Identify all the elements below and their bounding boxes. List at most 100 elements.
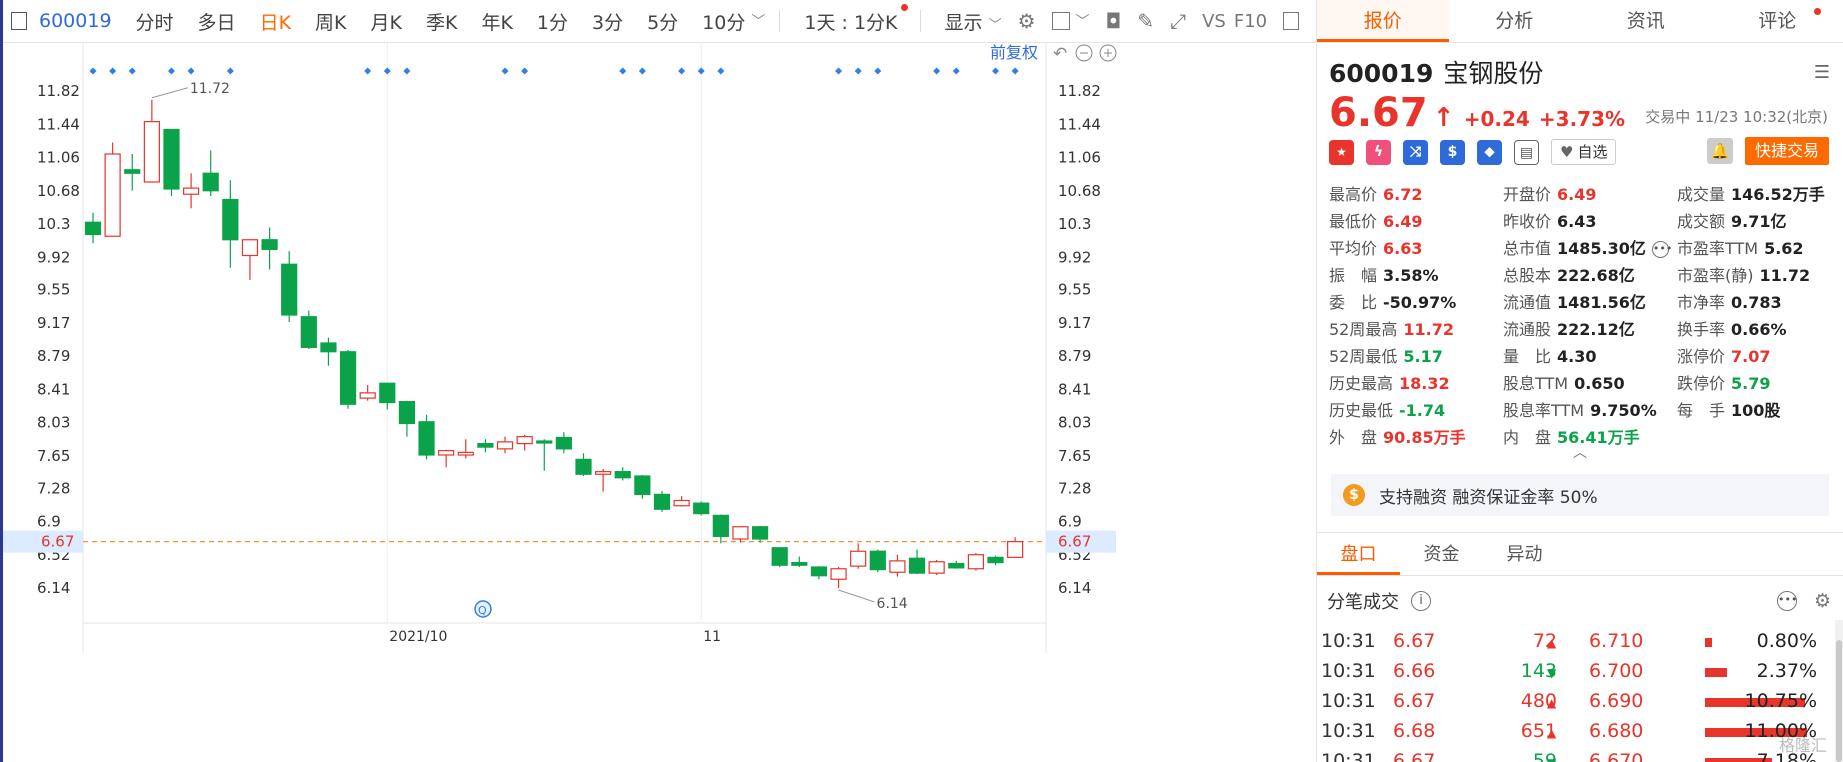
candle-up[interactable] (928, 561, 945, 574)
candle-up[interactable] (595, 471, 612, 475)
candle-down[interactable] (222, 198, 239, 241)
event-marker-diamond[interactable] (167, 67, 175, 75)
gear-icon[interactable]: ⚙ (1017, 9, 1036, 33)
event-marker-diamond[interactable] (89, 67, 97, 75)
candle-down[interactable] (320, 342, 337, 353)
candle-up[interactable] (183, 187, 200, 195)
period-select[interactable]: 1天 : 1分K (804, 3, 908, 35)
tag-icon[interactable]: ⬥ (1477, 139, 1502, 165)
candle-down[interactable] (418, 421, 435, 456)
chevron-up-icon[interactable]: ︿ (1573, 445, 1587, 461)
event-marker-diamond[interactable] (187, 67, 195, 75)
more-icon[interactable]: ••• (1777, 591, 1797, 611)
candle-up[interactable] (732, 526, 749, 540)
event-marker-diamond[interactable] (933, 67, 941, 75)
candle-down[interactable] (339, 351, 357, 405)
panel-toggle-icon[interactable] (1283, 12, 1300, 30)
candle-up[interactable] (438, 450, 455, 456)
candle-up[interactable] (830, 568, 847, 580)
period-tab[interactable]: 周K (315, 11, 347, 34)
candle-down[interactable] (261, 239, 278, 250)
candle-down[interactable] (300, 316, 317, 348)
candle-down[interactable] (202, 172, 219, 192)
quick-trade-button[interactable]: 快捷交易 (1745, 137, 1829, 165)
candle-down[interactable] (477, 443, 494, 448)
candle-down[interactable] (771, 547, 788, 566)
candle-down[interactable] (84, 221, 102, 236)
orderbook-tab[interactable]: 异动 (1506, 544, 1543, 565)
event-marker-diamond[interactable] (501, 67, 509, 75)
dollar-icon[interactable]: $ (1440, 139, 1465, 165)
candle-down[interactable] (555, 436, 572, 450)
event-marker-diamond[interactable] (697, 67, 705, 75)
vs-compare-button[interactable]: VS (1202, 10, 1226, 32)
candle-down[interactable] (987, 556, 1004, 564)
event-marker-diamond[interactable] (619, 67, 627, 75)
china-flag-icon[interactable]: ★ (1329, 139, 1354, 165)
period-tab[interactable]: 年K (481, 11, 513, 34)
period-tab[interactable]: 日K (259, 11, 292, 34)
candle-down[interactable] (379, 382, 396, 404)
orderbook-tab[interactable]: 盘口 (1317, 533, 1400, 575)
event-marker-diamond[interactable] (364, 67, 372, 75)
bell-icon[interactable]: 🔔 (1707, 138, 1733, 164)
camera-icon[interactable]: ◘ (1105, 9, 1122, 33)
layout-square-icon[interactable] (1051, 12, 1070, 30)
chevron-down-icon[interactable]: ﹀ (1075, 14, 1090, 30)
candle-down[interactable] (751, 526, 769, 540)
period-tab[interactable]: 多日 (197, 11, 236, 34)
candle-up[interactable] (143, 121, 160, 183)
pencil-icon[interactable]: ✎ (1137, 9, 1155, 33)
stock-code-label[interactable]: 600019 (39, 10, 112, 32)
event-marker-diamond[interactable] (383, 67, 391, 75)
undo-icon[interactable]: ↶ (1053, 44, 1067, 64)
candle-up[interactable] (673, 499, 690, 507)
zoom-in-icon[interactable] (1099, 44, 1117, 62)
period-tab[interactable]: 10分 (702, 11, 746, 34)
info-icon[interactable]: i (1411, 591, 1431, 611)
candle-down[interactable] (653, 493, 671, 510)
tab-2[interactable]: 资讯 (1580, 0, 1712, 42)
event-marker-diamond[interactable] (835, 67, 843, 75)
event-marker-diamond[interactable] (874, 67, 882, 75)
fullscreen-icon[interactable]: ⤢ (1170, 9, 1187, 33)
orderbook-tab[interactable]: 资金 (1423, 544, 1460, 565)
menu-list-icon[interactable]: ☰ (1813, 62, 1830, 83)
candle-down[interactable] (281, 263, 298, 316)
add-watchlist-button[interactable]: ♥ 自选 (1551, 139, 1617, 165)
candle-up[interactable] (496, 441, 514, 450)
candle-down[interactable] (948, 562, 965, 569)
candle-up[interactable] (241, 239, 259, 257)
candle-down[interactable] (634, 475, 651, 495)
lightning-icon[interactable]: ϟ (1366, 139, 1391, 165)
event-q-icon[interactable] (474, 600, 492, 618)
zoom-out-icon[interactable] (1075, 44, 1093, 62)
chevron-down-icon[interactable]: ﹀ (751, 14, 766, 30)
f10-button[interactable]: F10 (1233, 10, 1268, 32)
candle-up[interactable] (850, 550, 867, 567)
event-marker-diamond[interactable] (128, 67, 136, 75)
more-icon[interactable]: ••• (1651, 241, 1672, 258)
event-marker-diamond[interactable] (717, 67, 725, 75)
candle-up[interactable] (516, 436, 533, 445)
candle-down[interactable] (693, 502, 710, 515)
candle-down[interactable] (124, 169, 141, 174)
period-tab[interactable]: 月K (370, 11, 402, 34)
event-marker-diamond[interactable] (226, 67, 234, 75)
tab-3[interactable]: 评论 (1712, 0, 1843, 42)
candle-down[interactable] (908, 557, 926, 574)
candle-down[interactable] (398, 401, 416, 425)
event-marker-diamond[interactable] (1011, 67, 1019, 75)
display-menu-button[interactable]: 显示 ﹀ (945, 8, 1002, 35)
event-marker-diamond[interactable] (109, 67, 117, 75)
candle-up[interactable] (104, 153, 121, 237)
margin-banner[interactable]: $ 支持融资 融资保证金率 50% (1331, 474, 1829, 516)
tab-1[interactable]: 分析 (1449, 0, 1581, 42)
candle-down[interactable] (869, 550, 886, 571)
candle-down[interactable] (791, 562, 808, 566)
candle-down[interactable] (810, 566, 828, 577)
candle-up[interactable] (359, 392, 376, 399)
period-tab[interactable]: 季K (425, 11, 458, 34)
period-tab[interactable]: 3分 (592, 11, 624, 34)
candle-down[interactable] (163, 128, 180, 190)
